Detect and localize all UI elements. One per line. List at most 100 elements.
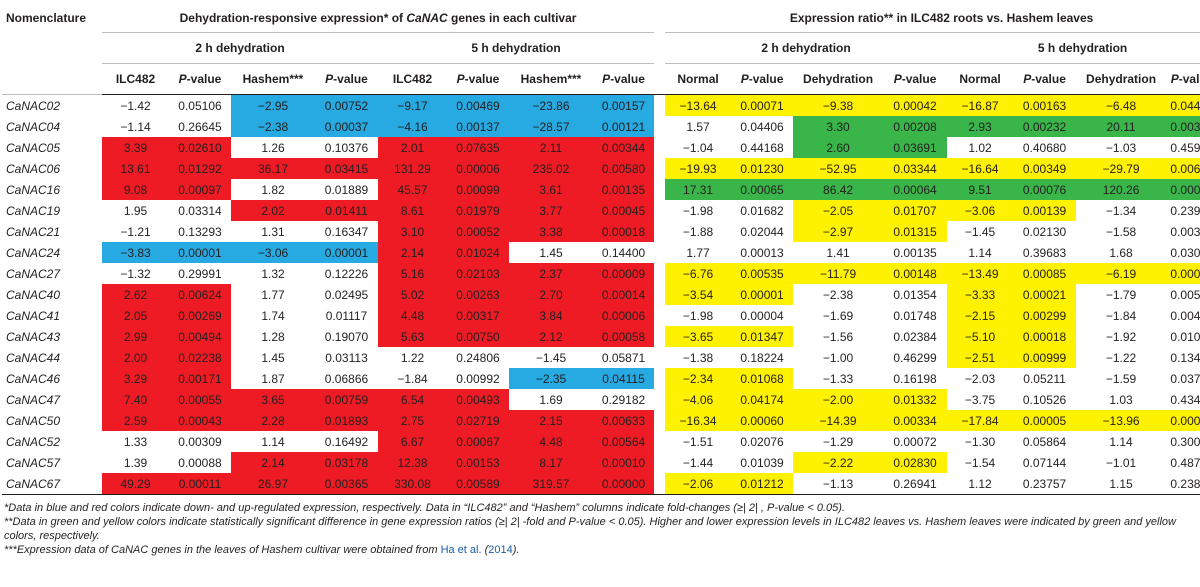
value-cell: −1.03	[1105, 140, 1137, 155]
value-cell: 1.39	[123, 455, 148, 470]
pvalue-cell: 0.01354	[893, 287, 937, 302]
pvalue-cell: 0.01117	[325, 308, 368, 323]
pvalue-cell: 0.13293	[178, 224, 222, 239]
pvalue-cell: 0.01230	[731, 158, 794, 179]
value-cell: −2.97	[793, 221, 884, 242]
pvalue-cell: 0.00232	[1013, 116, 1077, 137]
value-cell: −52.95	[793, 158, 884, 179]
pvalue-cell: 0.24806	[456, 350, 500, 365]
value-cell: −2.34	[665, 368, 732, 389]
spacer-cell	[654, 179, 666, 200]
table-row: CaNAC57 1.39 0.00088 2.14 0.03178 12.38 0.0015…	[2, 452, 1200, 473]
value-cell: 2.01	[378, 137, 447, 158]
value-cell: 1.14	[261, 434, 285, 449]
value-cell: −13.49	[947, 263, 1014, 284]
pvalue-cell: 0.00564	[593, 431, 655, 452]
pvalue-cell: 0.00469	[447, 94, 509, 116]
value-cell: 1.87	[261, 371, 285, 386]
citation-year-link[interactable]: 2014	[488, 544, 513, 556]
pvalue-cell: 0.16492	[324, 434, 369, 449]
value-cell: 1.68	[1109, 245, 1133, 260]
pvalue-cell: 0.43462	[1170, 392, 1200, 407]
value-cell: −4.06	[665, 389, 732, 410]
table-row: CaNAC41 2.05 0.00269 1.74 0.01117 4.48 0.00317…	[2, 305, 1200, 326]
pvalue-cell: 0.00037	[315, 116, 378, 137]
value-cell: 4.48	[378, 305, 447, 326]
value-cell: −6.48	[1076, 94, 1167, 116]
gene-name: CaNAC02	[6, 98, 61, 113]
value-cell: −2.03	[964, 371, 996, 386]
table-row: CaNAC46 3.29 0.00171 1.87 0.06866 −1.84 0.0099…	[2, 368, 1200, 389]
value-cell: 86.42	[793, 179, 884, 200]
spacer-cell	[654, 326, 666, 347]
pvalue-cell: 0.01039	[740, 455, 784, 470]
value-cell: −1.44	[682, 455, 714, 470]
table-row: CaNAC16 9.08 0.00097 1.82 0.01889 45.57 0.0009…	[2, 179, 1200, 200]
value-cell: 1.03	[1109, 392, 1133, 407]
pvalue-cell: 0.07144	[1022, 455, 1067, 470]
value-cell: 2.60	[793, 137, 884, 158]
col-pvalue: P-value	[731, 63, 794, 95]
col-pvalue: P-value	[1166, 63, 1200, 95]
pvalue-cell: 0.00139	[1013, 200, 1077, 221]
pvalue-cell: 0.00344	[593, 137, 655, 158]
pvalue-cell: 0.01315	[883, 221, 948, 242]
value-cell: 1.14	[1109, 434, 1133, 449]
pvalue-cell: 0.00014	[593, 284, 655, 305]
pvalue-cell: 0.00299	[1013, 305, 1077, 326]
pvalue-cell: 0.00349	[1013, 158, 1077, 179]
pvalue-cell: 0.00992	[456, 371, 500, 386]
pvalue-cell: 0.03178	[315, 452, 378, 473]
expression-table: Nomenclature Dehydration-responsive expr…	[2, 4, 1200, 495]
pvalue-cell: 0.26941	[883, 473, 948, 495]
pvalue-cell: 0.00009	[593, 263, 655, 284]
pvalue-cell: 0.01212	[731, 473, 794, 495]
table-row: CaNAC06 13.61 0.01292 36.17 0.03415 131.29 0.0…	[2, 158, 1200, 179]
value-cell: 1.95	[123, 203, 148, 218]
pvalue-cell: 0.00055	[169, 389, 231, 410]
pvalue-cell: 0.00067	[447, 431, 509, 452]
value-cell: −16.64	[947, 158, 1014, 179]
spacer-cell	[654, 284, 666, 305]
col-dehydration: Dehydration	[793, 63, 884, 95]
value-cell: 2.37	[509, 263, 593, 284]
pvalue-cell: 0.40680	[1022, 140, 1067, 155]
table-row: CaNAC40 2.62 0.00624 1.77 0.02495 5.02 0.00263…	[2, 284, 1200, 305]
value-cell: −1.22	[1105, 350, 1137, 365]
table-row: CaNAC52 1.33 0.00309 1.14 0.16492 6.67 0.00067…	[2, 431, 1200, 452]
pvalue-cell: 0.00018	[1013, 326, 1077, 347]
pvalue-cell: 0.01748	[893, 308, 937, 323]
value-cell: 5.16	[378, 263, 447, 284]
pvalue-cell: 0.00043	[169, 410, 231, 431]
value-cell: −1.21	[120, 224, 151, 239]
value-cell: −1.00	[822, 350, 854, 365]
pvalue-cell: 0.03029	[1170, 245, 1200, 260]
pvalue-cell: 0.00088	[178, 455, 222, 470]
pvalue-cell: 0.01292	[169, 158, 231, 179]
pvalue-cell: 0.04174	[731, 389, 794, 410]
value-cell: 1.77	[261, 287, 285, 302]
value-cell: −17.84	[947, 410, 1014, 431]
pvalue-cell: 0.10376	[324, 140, 369, 155]
citation-link[interactable]: Ha et al.	[440, 544, 482, 556]
pvalue-cell: 0.05211	[1023, 371, 1066, 386]
spacer-cell	[654, 242, 666, 263]
value-cell: 1.33	[123, 434, 148, 449]
value-cell: 2.28	[231, 410, 315, 431]
pvalue-cell: 0.00759	[315, 389, 378, 410]
pvalue-cell: 0.00137	[447, 116, 509, 137]
gene-name: CaNAC52	[6, 434, 61, 449]
value-cell: −1.88	[682, 224, 714, 239]
value-cell: 8.17	[509, 452, 593, 473]
value-cell: −23.86	[509, 94, 593, 116]
value-cell: −2.00	[793, 389, 884, 410]
value-cell: 2.62	[102, 284, 169, 305]
value-cell: −3.33	[947, 284, 1014, 305]
value-cell: 3.38	[509, 221, 593, 242]
col-ilc482: ILC482	[378, 63, 447, 95]
spacer-cell	[654, 158, 666, 179]
pvalue-cell: 0.00006	[447, 158, 509, 179]
spacer-cell	[654, 94, 666, 116]
value-cell: −28.57	[509, 116, 593, 137]
value-cell: 2.02	[231, 200, 315, 221]
